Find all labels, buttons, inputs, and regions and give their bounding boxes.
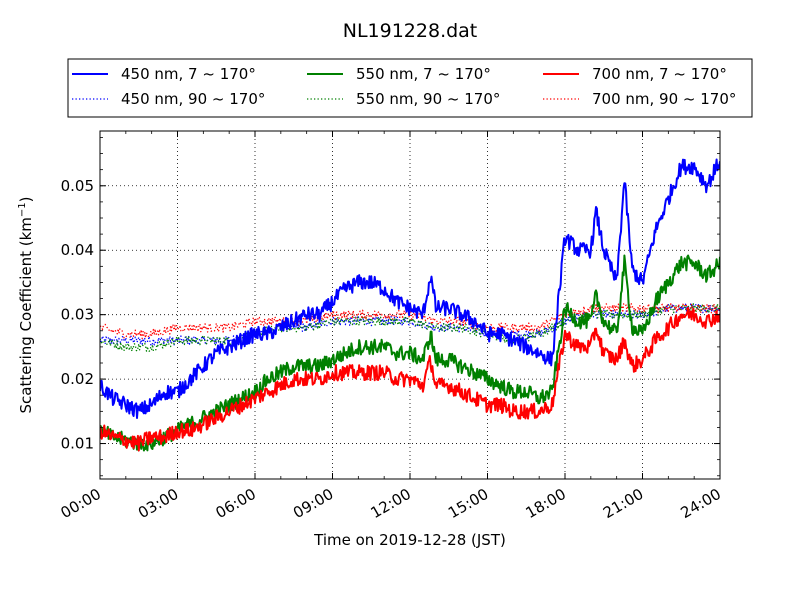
y-axis-label-sup: −1 [17,202,28,217]
x-tick-label: 09:00 [290,485,336,522]
x-tick-label: 24:00 [678,485,724,522]
y-tick-label: 0.04 [61,241,94,259]
x-tick-label: 03:00 [135,485,181,522]
legend-label: 450 nm, 7 ~ 170° [121,65,256,83]
legend-label: 700 nm, 7 ~ 170° [592,65,727,83]
series-lines [100,158,720,452]
y-ticks: 0.01 0.02 0.03 0.04 0.05 [61,137,720,477]
y-tick-label: 0.03 [61,306,94,324]
y-axis-label: Scattering Coefficient (km−1) [17,196,35,413]
legend-label: 450 nm, 90 ~ 170° [121,90,265,108]
x-tick-label: 06:00 [213,485,259,522]
series-line-700nm-solid [100,306,720,452]
series-line-550nm-solid [100,254,720,452]
series-line-450nm-solid [100,158,720,419]
legend: 450 nm, 7 ~ 170° 550 nm, 7 ~ 170° 700 nm, … [67,58,753,118]
x-tick-label: 12:00 [368,485,414,522]
legend-label: 550 nm, 7 ~ 170° [356,65,491,83]
x-tick-label: 15:00 [445,485,491,522]
y-tick-label: 0.01 [61,435,94,453]
y-tick-label: 0.05 [61,177,94,195]
y-axis-label-close: ) [17,196,35,202]
x-tick-label: 18:00 [523,485,569,522]
series-line-700nm-dotted [100,303,720,340]
x-tick-label: 21:00 [600,485,646,522]
legend-label: 550 nm, 90 ~ 170° [356,90,500,108]
chart-title: NL191228.dat [343,20,478,42]
x-axis-label: Time on 2019-12-28 (JST) [313,531,506,549]
y-axis-label-main: Scattering Coefficient (km [17,217,35,413]
legend-label: 700 nm, 90 ~ 170° [592,90,736,108]
y-tick-label: 0.02 [61,370,94,388]
x-tick-label: 00:00 [58,485,104,522]
legend-frame [67,58,753,118]
legend-entries: 450 nm, 7 ~ 170° 550 nm, 7 ~ 170° 700 nm, … [72,65,736,108]
plot-area: 00:00 03:00 06:00 09:00 12:00 15:00 18:00 21:00… [58,130,724,522]
